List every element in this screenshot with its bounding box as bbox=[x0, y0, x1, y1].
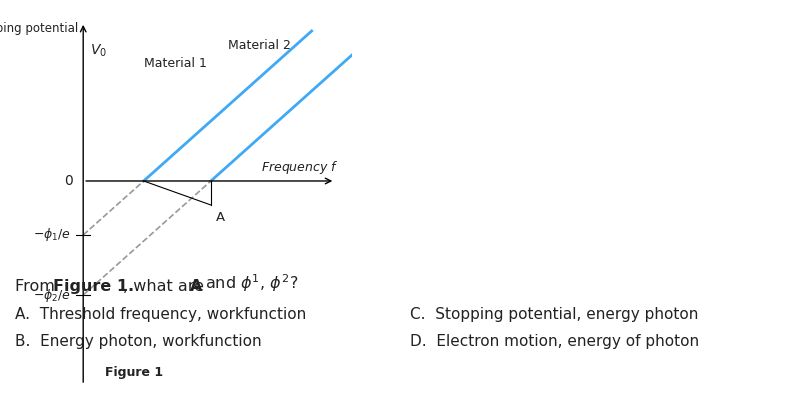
Text: Stopping potential: Stopping potential bbox=[0, 22, 78, 35]
Text: B.  Energy photon, workfunction: B. Energy photon, workfunction bbox=[15, 334, 262, 349]
Text: and $\phi^1$, $\phi^2$?: and $\phi^1$, $\phi^2$? bbox=[200, 272, 298, 294]
Text: $V_0$: $V_0$ bbox=[90, 43, 107, 59]
Text: A.  Threshold frequency, workfunction: A. Threshold frequency, workfunction bbox=[15, 307, 306, 322]
Text: A: A bbox=[190, 279, 202, 294]
Text: C.  Stopping potential, energy photon: C. Stopping potential, energy photon bbox=[410, 307, 698, 322]
Text: Figure 1.: Figure 1. bbox=[53, 279, 134, 294]
Text: D.  Electron motion, energy of photon: D. Electron motion, energy of photon bbox=[410, 334, 699, 349]
Text: A: A bbox=[216, 211, 225, 224]
Text: Material 1: Material 1 bbox=[144, 57, 206, 70]
Text: Figure 1: Figure 1 bbox=[105, 366, 162, 379]
Text: Material 2: Material 2 bbox=[228, 39, 290, 52]
Text: $-\phi_1/e$: $-\phi_1/e$ bbox=[34, 227, 71, 243]
Text: 0: 0 bbox=[64, 174, 73, 188]
Text: , what are: , what are bbox=[123, 279, 209, 294]
Text: $-\phi_2/e$: $-\phi_2/e$ bbox=[34, 286, 71, 304]
Text: From: From bbox=[15, 279, 60, 294]
Text: Frequency $f$: Frequency $f$ bbox=[261, 160, 338, 176]
